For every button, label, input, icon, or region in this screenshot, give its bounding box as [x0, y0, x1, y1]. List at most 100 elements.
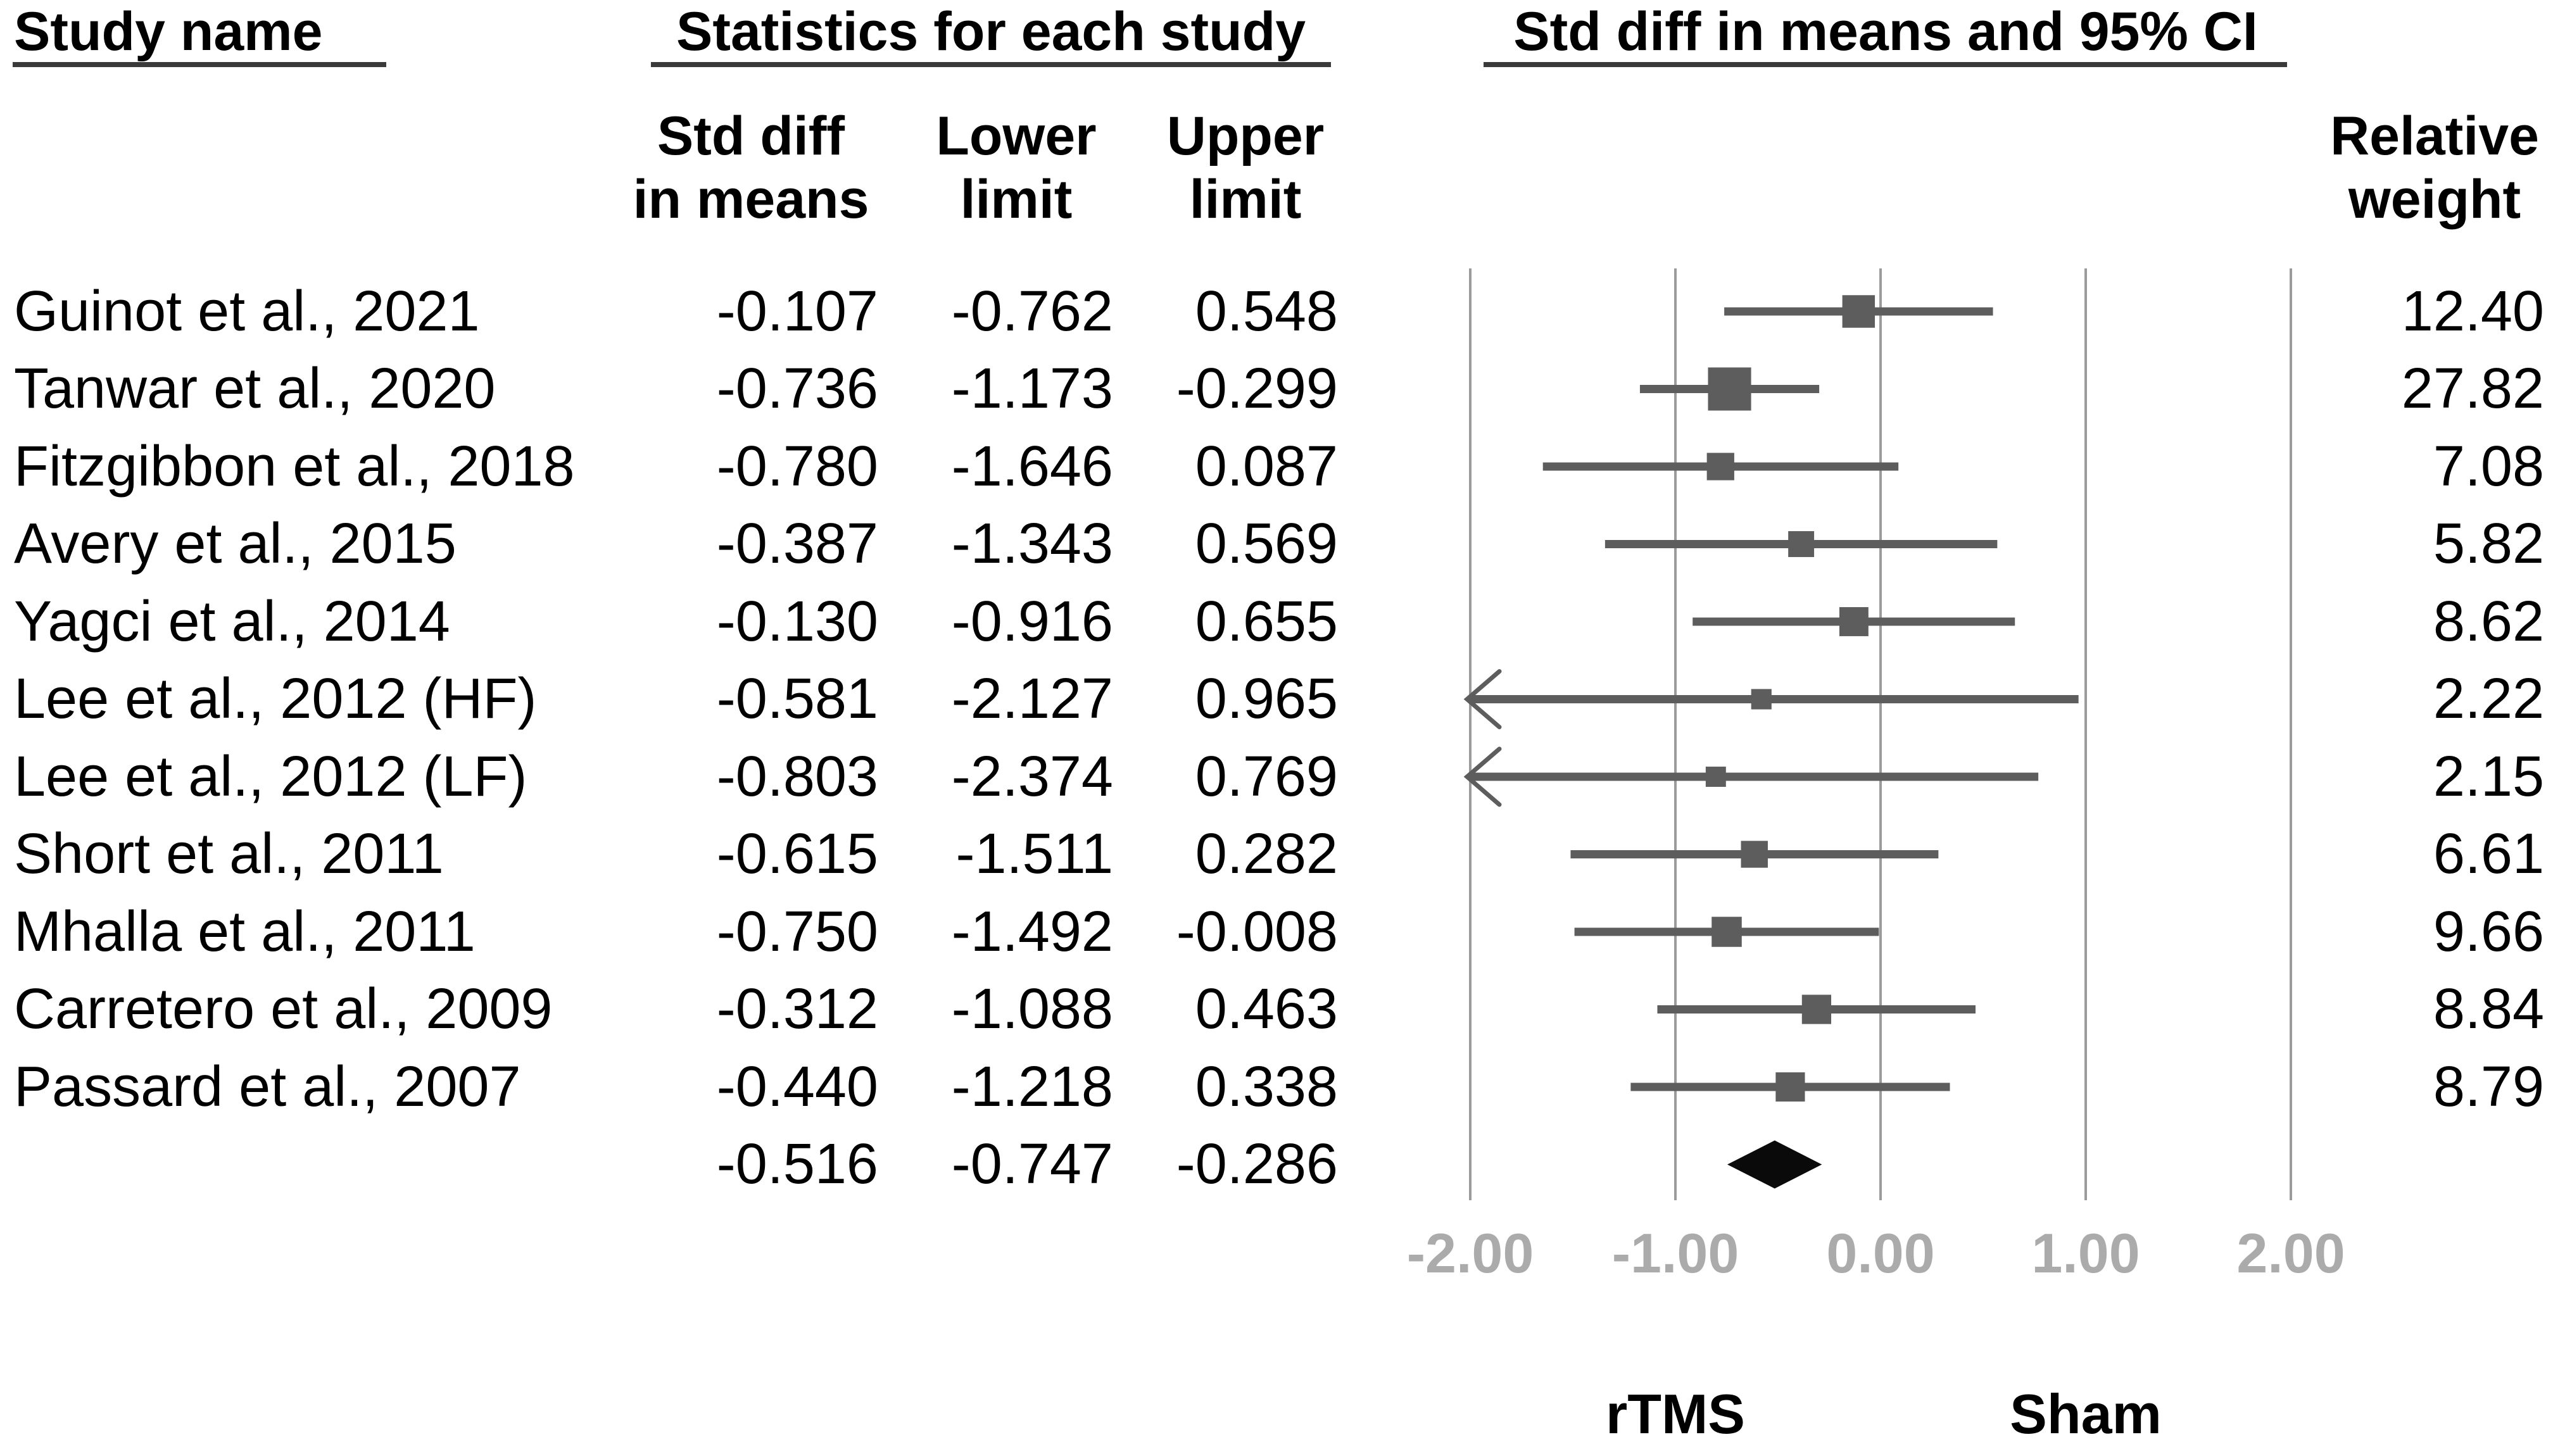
effect-marker — [1775, 1072, 1805, 1102]
study-name: Avery et al., 2015 — [14, 512, 457, 575]
study-relative-weight: 8.62 — [2433, 590, 2544, 653]
table-row: Guinot et al., 2021 -0.107 -0.762 0.548 … — [0, 280, 2553, 343]
table-row: Lee et al., 2012 (LF) -0.803 -2.374 0.76… — [0, 745, 2553, 808]
table-row: Short et al., 2011 -0.615 -1.511 0.282 6… — [0, 822, 2553, 886]
study-std-diff: -0.130 — [716, 590, 878, 653]
axis-tick-label: 1.00 — [2031, 1222, 2140, 1284]
column-header-lower-line2: limit — [960, 169, 1073, 230]
column-header-upper-line2: limit — [1189, 169, 1302, 230]
effect-marker — [1842, 295, 1875, 328]
study-std-diff: -0.803 — [716, 745, 878, 808]
study-std-diff: -0.107 — [716, 280, 878, 343]
study-relative-weight: 27.82 — [2401, 357, 2544, 420]
study-std-diff: -0.780 — [716, 435, 878, 498]
column-header-statistics: Statistics for each study — [676, 1, 1306, 62]
study-lower-limit: -1.492 — [951, 900, 1113, 963]
study-upper-limit: 0.282 — [1195, 822, 1338, 886]
axis-tick-label: 0.00 — [1826, 1222, 1935, 1284]
column-header-relative-weight: Relative weight — [2292, 104, 2553, 231]
underline-plot-title — [1484, 62, 2287, 67]
column-header-std-diff-line2: in means — [633, 169, 869, 230]
study-upper-limit: 0.087 — [1195, 435, 1338, 498]
study-relative-weight: 9.66 — [2433, 900, 2544, 963]
column-header-lower-line1: Lower — [936, 106, 1097, 166]
study-upper-limit: 0.655 — [1195, 590, 1338, 653]
effect-marker — [1788, 531, 1815, 557]
column-header-std-diff: Std diff in means — [608, 104, 893, 231]
study-std-diff: -0.615 — [716, 822, 878, 886]
column-header-lower-limit: Lower limit — [874, 104, 1159, 231]
effect-marker — [1706, 453, 1734, 480]
underline-study-name — [13, 62, 386, 67]
effect-marker — [1801, 995, 1832, 1024]
clip-arrow-left-icon — [1463, 669, 1502, 729]
table-row: Fitzgibbon et al., 2018 -0.780 -1.646 0.… — [0, 435, 2553, 498]
table-row: Tanwar et al., 2020 -0.736 -1.173 -0.299… — [0, 357, 2553, 420]
column-header-upper-line1: Upper — [1166, 106, 1325, 166]
table-row: Mhalla et al., 2011 -0.750 -1.492 -0.008… — [0, 900, 2553, 963]
study-upper-limit: -0.299 — [1176, 357, 1338, 420]
study-relative-weight: 7.08 — [2433, 435, 2544, 498]
study-lower-limit: -1.343 — [951, 512, 1113, 575]
study-lower-limit: -2.374 — [951, 745, 1113, 808]
table-row: Yagci et al., 2014 -0.130 -0.916 0.655 8… — [0, 590, 2553, 653]
group-label-sham: Sham — [2010, 1383, 2162, 1445]
study-lower-limit: -1.088 — [951, 977, 1113, 1041]
study-name: Mhalla et al., 2011 — [14, 900, 476, 963]
study-upper-limit: -0.008 — [1176, 900, 1338, 963]
axis-tick-label: 2.00 — [2236, 1222, 2345, 1284]
study-relative-weight: 8.84 — [2433, 977, 2544, 1041]
clip-arrow-left-icon — [1463, 746, 1502, 807]
study-lower-limit: -1.218 — [951, 1055, 1113, 1119]
study-name: Passard et al., 2007 — [14, 1055, 521, 1119]
study-name: Tanwar et al., 2020 — [14, 357, 496, 420]
study-name: Guinot et al., 2021 — [14, 280, 480, 343]
overall-upper-limit: -0.286 — [1176, 1133, 1338, 1196]
table-row: Carretero et al., 2009 -0.312 -1.088 0.4… — [0, 977, 2553, 1041]
study-name: Fitzgibbon et al., 2018 — [14, 435, 575, 498]
study-name: Short et al., 2011 — [14, 822, 444, 886]
study-name: Lee et al., 2012 (HF) — [14, 667, 537, 731]
study-relative-weight: 2.15 — [2433, 745, 2544, 808]
study-lower-limit: -1.511 — [955, 822, 1113, 886]
study-upper-limit: 0.548 — [1195, 280, 1338, 343]
study-std-diff: -0.581 — [716, 667, 878, 731]
overall-lower-limit: -0.747 — [951, 1133, 1113, 1196]
effect-marker — [1711, 917, 1742, 947]
study-upper-limit: 0.463 — [1195, 977, 1338, 1041]
study-std-diff: -0.387 — [716, 512, 878, 575]
study-relative-weight: 5.82 — [2433, 512, 2544, 575]
study-std-diff: -0.750 — [716, 900, 878, 963]
study-name: Lee et al., 2012 (LF) — [14, 745, 527, 808]
effect-marker — [1741, 841, 1768, 868]
study-upper-limit: 0.769 — [1195, 745, 1338, 808]
underline-statistics — [651, 62, 1331, 67]
column-header-weight-line1: Relative — [2330, 106, 2539, 166]
study-std-diff: -0.312 — [716, 977, 878, 1041]
table-row: Lee et al., 2012 (HF) -0.581 -2.127 0.96… — [0, 667, 2553, 731]
effect-marker — [1705, 767, 1726, 787]
study-name: Carretero et al., 2009 — [14, 977, 553, 1041]
study-lower-limit: -1.646 — [951, 435, 1113, 498]
study-name: Yagci et al., 2014 — [14, 590, 450, 653]
column-header-std-diff-line1: Std diff — [657, 106, 845, 166]
overall-diamond — [1727, 1140, 1822, 1189]
column-header-upper-limit: Upper limit — [1103, 104, 1388, 231]
overall-std-diff: -0.516 — [716, 1133, 878, 1196]
axis-tick-label: -1.00 — [1611, 1222, 1739, 1284]
effect-marker — [1751, 689, 1772, 710]
column-header-study-name: Study name — [14, 1, 323, 62]
table-row: Avery et al., 2015 -0.387 -1.343 0.569 5… — [0, 512, 2553, 575]
study-upper-limit: 0.569 — [1195, 512, 1338, 575]
column-header-plot-title: Std diff in means and 95% CI — [1513, 1, 2258, 62]
study-lower-limit: -1.173 — [951, 357, 1113, 420]
study-relative-weight: 12.40 — [2401, 280, 2544, 343]
effect-marker — [1839, 607, 1869, 636]
study-lower-limit: -0.916 — [951, 590, 1113, 653]
study-relative-weight: 8.79 — [2433, 1055, 2544, 1119]
study-lower-limit: -2.127 — [951, 667, 1113, 731]
overall-row: -0.516 -0.747 -0.286 — [0, 1133, 2553, 1196]
column-header-weight-line2: weight — [2348, 169, 2521, 230]
study-relative-weight: 6.61 — [2433, 822, 2544, 886]
